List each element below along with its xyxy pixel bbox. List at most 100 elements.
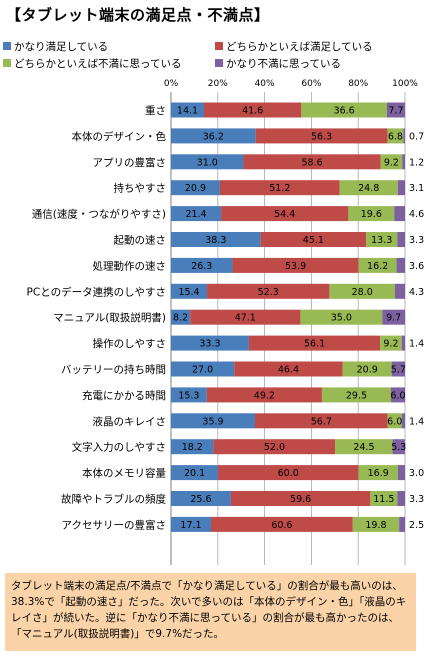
data-label: 51.2 bbox=[269, 183, 290, 194]
chart-bars bbox=[171, 102, 405, 532]
bar-segment bbox=[171, 516, 212, 532]
legend-label-4: かなり不満に思っている bbox=[226, 58, 341, 70]
bar-segment bbox=[358, 465, 398, 481]
bar-segment bbox=[171, 283, 208, 299]
data-label: 17.1 bbox=[180, 520, 201, 531]
x-tick-label: 80% bbox=[348, 79, 368, 89]
data-label: 15.3 bbox=[178, 390, 199, 401]
bar-segment bbox=[218, 465, 359, 481]
bar-segment bbox=[352, 516, 400, 532]
category-label: 持ちやすさ bbox=[114, 182, 167, 195]
data-label: 35.9 bbox=[202, 416, 223, 427]
data-label: 19.6 bbox=[361, 209, 382, 220]
bar-segment bbox=[396, 257, 405, 273]
data-label: 47.1 bbox=[235, 313, 256, 324]
legend-swatch-4 bbox=[215, 59, 223, 67]
bar-segment bbox=[234, 361, 343, 377]
data-label: 56.3 bbox=[311, 131, 332, 142]
chart-title: 【タブレット端末の満足点・不満点】 bbox=[6, 6, 270, 24]
data-label: 25.6 bbox=[190, 494, 211, 505]
legend-swatch-3 bbox=[3, 59, 11, 67]
category-label: 液晶のキレイさ bbox=[93, 415, 167, 428]
data-label: 31.0 bbox=[197, 157, 218, 168]
data-label: 27.0 bbox=[192, 365, 213, 376]
data-label: 9.7 bbox=[386, 313, 401, 324]
bar-segment bbox=[171, 102, 204, 118]
legend-label-3: どちらかといえば不満に思っている bbox=[14, 58, 181, 70]
bar-segment bbox=[171, 335, 249, 351]
data-label: 58.6 bbox=[302, 157, 323, 168]
data-label: 5.3 bbox=[391, 442, 406, 453]
bar-segment bbox=[366, 232, 398, 247]
bar-segment bbox=[211, 516, 353, 532]
data-label: 3.6 bbox=[409, 261, 424, 272]
data-label: 16.9 bbox=[368, 468, 389, 479]
data-label: 8.2 bbox=[173, 313, 188, 324]
data-label: 15.4 bbox=[178, 287, 199, 298]
data-label: 7.7 bbox=[388, 106, 403, 117]
bar-segment bbox=[370, 491, 398, 506]
data-label: 3.1 bbox=[409, 183, 424, 194]
bar-segment bbox=[248, 335, 381, 351]
category-label: PCとのデータ連携のしやすさ bbox=[27, 285, 166, 298]
data-label: 1.4 bbox=[409, 339, 424, 350]
bar-segment bbox=[394, 283, 405, 299]
data-label: 16.2 bbox=[367, 261, 388, 272]
bar-segment bbox=[329, 283, 395, 299]
x-tick-label: 60% bbox=[301, 79, 321, 89]
category-label: 操作のしやすさ bbox=[93, 337, 166, 350]
data-label: 18.2 bbox=[182, 442, 203, 453]
bar-segment bbox=[321, 387, 391, 403]
data-label: 52.0 bbox=[264, 442, 285, 453]
bar-segment bbox=[171, 491, 231, 506]
data-label: 6.0 bbox=[387, 416, 402, 427]
data-label: 53.9 bbox=[285, 261, 306, 272]
data-label: 14.1 bbox=[177, 106, 198, 117]
data-label: 49.2 bbox=[254, 390, 275, 401]
data-label: 38.3 bbox=[205, 235, 226, 246]
chart-gridlines bbox=[170, 92, 406, 565]
bar-segment bbox=[232, 257, 359, 273]
category-label: アクセサリーの豊富さ bbox=[62, 518, 166, 531]
data-label: 3.3 bbox=[409, 235, 424, 246]
x-tick-label: 100% bbox=[392, 79, 418, 89]
bar-segment bbox=[171, 128, 256, 144]
data-label: 26.3 bbox=[191, 261, 212, 272]
bar-segment bbox=[230, 491, 371, 506]
bar-segment bbox=[171, 232, 261, 247]
bar-segment bbox=[171, 465, 219, 481]
bar-segment bbox=[171, 206, 222, 222]
bar-segment bbox=[203, 102, 302, 118]
bar-segment bbox=[387, 128, 404, 144]
category-label: アプリの豊富さ bbox=[93, 156, 167, 169]
data-label: 56.7 bbox=[311, 416, 332, 427]
bar-segment bbox=[301, 102, 387, 118]
data-label: 24.5 bbox=[353, 442, 374, 453]
data-label: 1.2 bbox=[409, 157, 424, 168]
x-tick-label: 40% bbox=[255, 79, 275, 89]
category-label: 通信(速度・つながりやすさ) bbox=[32, 208, 166, 221]
bar-segment bbox=[300, 309, 383, 325]
category-label: 重さ bbox=[145, 104, 166, 117]
bar-segment bbox=[339, 180, 398, 196]
bar-segment bbox=[243, 154, 381, 170]
bar-segment bbox=[387, 413, 402, 429]
bar-segment bbox=[397, 491, 405, 506]
data-label: 59.6 bbox=[290, 494, 311, 505]
bar-segment bbox=[206, 387, 322, 403]
x-tick-label: 0% bbox=[164, 79, 179, 89]
bar-segment bbox=[392, 439, 405, 455]
data-label: 41.6 bbox=[242, 106, 263, 117]
data-label: 36.2 bbox=[203, 131, 224, 142]
data-label: 20.9 bbox=[185, 183, 206, 194]
category-label: 起動の速さ bbox=[114, 234, 167, 247]
data-label: 3.0 bbox=[409, 468, 424, 479]
bar-segment bbox=[358, 257, 397, 273]
data-label: 0.7 bbox=[409, 131, 424, 142]
bar-segment bbox=[380, 154, 403, 170]
data-label: 35.0 bbox=[331, 313, 352, 324]
data-label: 19.8 bbox=[365, 520, 386, 531]
bar-segment bbox=[171, 387, 207, 403]
data-label: 20.1 bbox=[184, 468, 205, 479]
